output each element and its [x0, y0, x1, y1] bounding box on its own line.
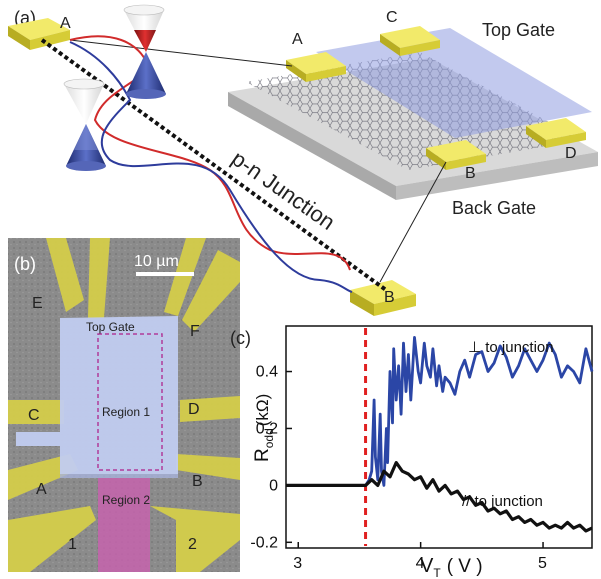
svg-text:Rodd(kΩ): Rodd(kΩ) [252, 394, 276, 462]
scale-bar-label: 10 µm [134, 253, 179, 270]
panel-a: (a) [8, 4, 598, 316]
top-gate-area [16, 316, 178, 474]
electrodes [8, 238, 240, 572]
large-label-b: B [384, 289, 395, 306]
plot-series [286, 328, 594, 546]
y-axis-label-main: R [252, 448, 273, 462]
panel-c: (c) 3 4 5 0.4 0.2 0 -0.2 Rodd(kΩ) VT ( V ) ⊥ to… [230, 325, 594, 579]
sem-label-f: F [190, 323, 200, 340]
y-tick-label: 0.2 [256, 420, 278, 437]
y-axis-label-unit: (kΩ) [253, 394, 272, 427]
device-label-c: C [386, 9, 398, 26]
x-axis-label: VT ( V ) [420, 555, 483, 579]
sem-label-c: C [28, 407, 40, 424]
sem-label-e: E [32, 295, 43, 312]
b-top-gate-label: Top Gate [86, 320, 135, 334]
perp-series-label: ⊥ to junction [468, 339, 554, 356]
top-gate [316, 28, 592, 138]
x-tick-label: 3 [293, 555, 302, 572]
x-tick-label: 5 [538, 555, 547, 572]
zoom-line-b [379, 161, 447, 283]
sem-label-1: 1 [68, 536, 77, 553]
y-tick-label: -0.2 [250, 534, 278, 551]
large-pad-a [8, 18, 70, 50]
contact-d-pad [526, 118, 586, 148]
sem-label-a: A [36, 481, 47, 498]
x-axis-label-sub: T [433, 566, 441, 579]
panel-b-label: (b) [14, 254, 36, 274]
device-label-b: B [465, 165, 476, 182]
y-tick-label: 0 [269, 477, 278, 494]
scale-bar [136, 272, 194, 276]
contact-c-pad [380, 26, 440, 56]
dirac-cone-n [63, 78, 106, 171]
large-pad-b [350, 280, 416, 316]
panel-c-label: (c) [230, 328, 251, 348]
series-perpendicular-line [364, 335, 594, 487]
x-axis-label-unit: ( V ) [447, 556, 483, 577]
region-1-label: Region 1 [102, 405, 150, 419]
panel-b: (b) 10 µm Top Gate Region 1 Region 2 E F… [8, 238, 240, 572]
back-gate-label: Back Gate [452, 198, 536, 218]
sem-label-b: B [192, 473, 203, 490]
y-axis-label-sub: odd [262, 428, 276, 448]
sem-label-d: D [188, 401, 200, 418]
par-series-label: // to junction [462, 493, 543, 510]
large-label-a: A [60, 15, 71, 32]
dirac-cone-p [123, 4, 166, 99]
plot-ticks: 3 4 5 0.4 0.2 0 -0.2 [250, 364, 547, 572]
sem-label-2: 2 [188, 536, 197, 553]
y-tick-label: 0.4 [256, 364, 278, 381]
region-2-area [98, 478, 150, 572]
x-tick-label: 4 [416, 555, 425, 572]
top-gate-label: Top Gate [482, 20, 555, 40]
zoom-line-a [69, 39, 293, 67]
region-1-box [97, 333, 163, 471]
y-axis-label: Rodd(kΩ) [252, 394, 276, 462]
device-label-d: D [565, 145, 577, 162]
plot-frame [285, 325, 593, 549]
n-region-wave [69, 41, 353, 293]
series-parallel-line [286, 461, 593, 533]
device-label-a: A [292, 31, 303, 48]
contact-b-pad [426, 140, 486, 170]
x-axis-label-main: V [420, 555, 434, 577]
region-2-label: Region 2 [102, 493, 150, 507]
